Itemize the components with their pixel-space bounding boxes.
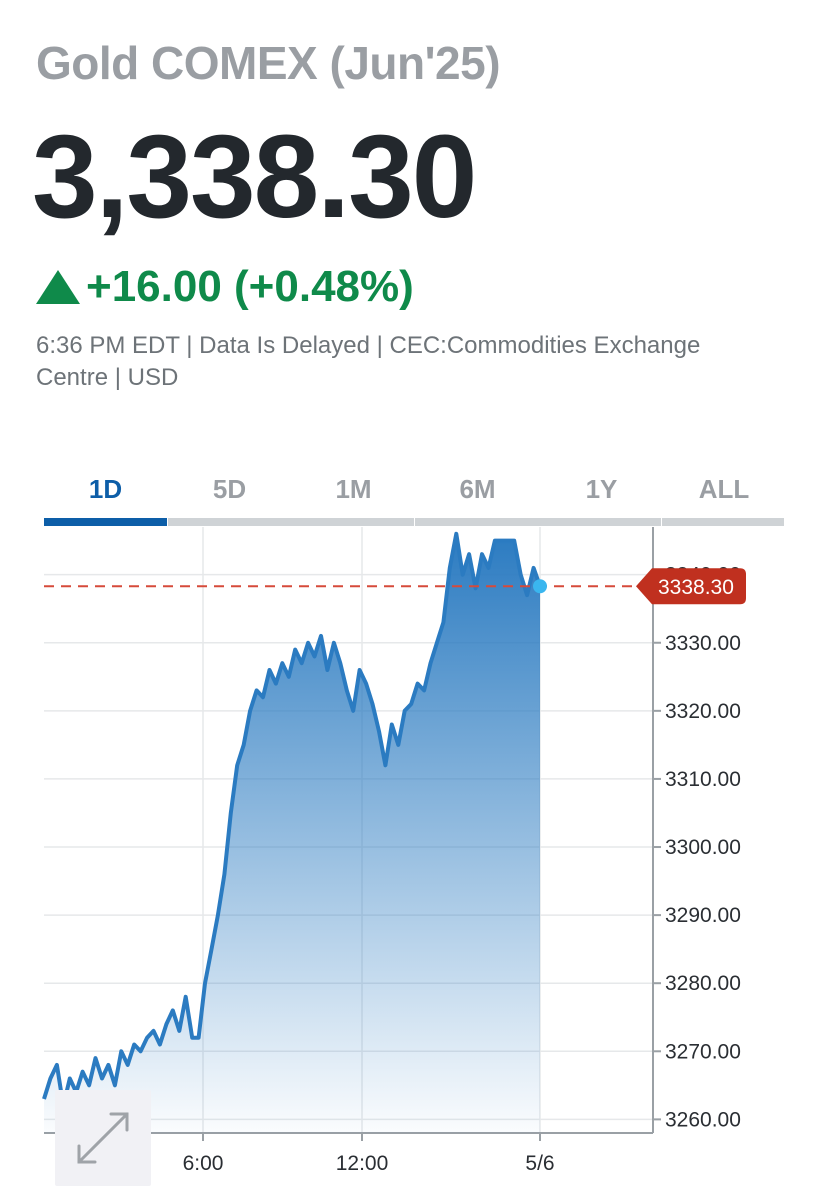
y-tick-label: 3320.00 — [665, 700, 741, 723]
last-price-tag: 3338.30 — [636, 568, 746, 605]
current-price: 3,338.30 — [32, 111, 477, 243]
tab-1d[interactable]: 1D — [44, 470, 167, 518]
last-price-tag-bg — [636, 568, 746, 605]
expand-chart-button[interactable] — [55, 1090, 151, 1186]
y-tick-label: 3310.00 — [665, 768, 741, 791]
tab-label: ALL — [698, 474, 750, 504]
price-change: +16.00 (+0.48%) — [36, 262, 414, 312]
y-tick-label: 3270.00 — [665, 1040, 741, 1063]
price-line — [42, 531, 542, 1108]
tab-label: 5D — [212, 474, 247, 504]
range-tabs: 1D 5D 1M 6M 1Y ALL — [44, 470, 784, 526]
tab-label: 1Y — [585, 474, 618, 504]
tab-5d[interactable]: 5D — [168, 470, 291, 518]
y-tick-label: 3330.00 — [665, 632, 741, 655]
tab-underline-active — [44, 518, 167, 526]
last-price-dot — [533, 579, 547, 594]
tab-6m[interactable]: 6M — [416, 470, 539, 518]
triangle-up-icon — [36, 270, 80, 304]
expand-arrows-icon — [77, 1112, 129, 1164]
tab-all[interactable]: ALL — [664, 470, 784, 518]
instrument-title: Gold COMEX (Jun'25) — [36, 37, 501, 89]
price-area — [44, 533, 540, 1133]
x-tick-label: 12:00 — [336, 1152, 389, 1175]
y-tick-label: 3260.00 — [665, 1108, 741, 1131]
tab-1y[interactable]: 1Y — [540, 470, 663, 518]
y-axis: 3260.00 3270.00 3280.00 3290.00 3300.00 3310.… — [653, 564, 741, 1131]
price-change-value: +16.00 (+0.48%) — [86, 262, 414, 311]
quote-meta: 6:36 PM EDT | Data Is Delayed | CEC:Comm… — [36, 332, 701, 391]
price-chart[interactable]: 3260.00 3270.00 3280.00 3290.00 3300.00 3310.… — [0, 526, 822, 1200]
x-tick-label: 6:00 — [183, 1152, 224, 1175]
tab-underline — [662, 518, 784, 526]
y-tick-label: 3280.00 — [665, 972, 741, 995]
x-axis: 6:00 12:00 5/6 — [183, 1133, 555, 1175]
tab-label: 6M — [459, 474, 496, 504]
y-tick-label: 3300.00 — [665, 836, 741, 859]
tab-label: 1D — [88, 474, 123, 504]
tab-underline — [168, 518, 414, 526]
tab-label: 1M — [335, 474, 372, 504]
x-tick-label: 5/6 — [525, 1152, 554, 1175]
y-tick-label: 3290.00 — [665, 904, 741, 927]
tab-1m[interactable]: 1M — [292, 470, 415, 518]
last-price-tag-label: 3338.30 — [658, 576, 734, 599]
tab-underline — [415, 518, 661, 526]
